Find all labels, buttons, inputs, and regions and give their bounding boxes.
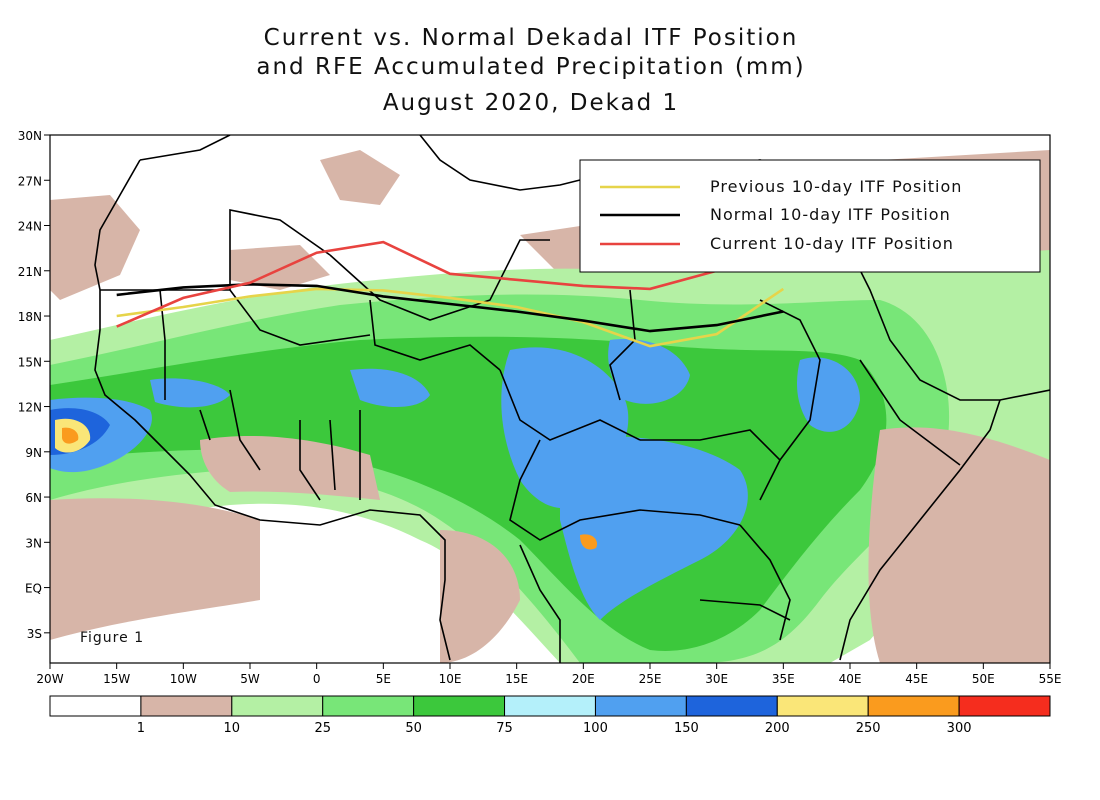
itf-line-previous	[116, 287, 785, 348]
lon-tick-label: 55E	[1039, 672, 1062, 686]
ocean-dry	[50, 498, 260, 640]
lon-tick-label: 5E	[376, 672, 391, 686]
colorbar-label: 50	[405, 721, 422, 736]
colorbar-label: 75	[496, 721, 513, 736]
colorbar-swatch	[958, 695, 1051, 717]
colorbar-label: 250	[856, 721, 881, 736]
legend-label-normal: Normal 10-day ITF Position	[710, 205, 951, 224]
lat-tick-label: 27N	[18, 174, 42, 188]
itf-legend: Previous 10-day ITF Position Normal 10-d…	[579, 159, 1041, 273]
itf-line-current	[116, 240, 784, 328]
colorbar-swatch	[231, 695, 324, 717]
colorbar-swatch	[776, 695, 869, 717]
heavy-rain-core	[350, 368, 430, 407]
legend-label-current: Current 10-day ITF Position	[710, 234, 954, 253]
lon-tick-label: 0	[313, 672, 321, 686]
colorbar-swatch	[413, 695, 506, 717]
lon-tick-label: 45E	[905, 672, 928, 686]
figure-label: Figure 1	[80, 630, 144, 646]
lon-tick-label: 35E	[772, 672, 795, 686]
lon-tick-label: 5W	[240, 672, 260, 686]
lon-tick-label: 10E	[439, 672, 462, 686]
lat-tick-label: 18N	[18, 310, 42, 324]
dry-patch	[320, 150, 400, 205]
lon-tick-label: 30E	[705, 672, 728, 686]
heavy-rain-core	[560, 436, 748, 620]
lon-tick-label: 15E	[505, 672, 528, 686]
precipitation-colorbar: 1 10 25 50 75 100 150 200 250 300	[49, 695, 1051, 736]
lon-tick-label: 25E	[639, 672, 662, 686]
legend-label-previous: Previous 10-day ITF Position	[710, 177, 962, 196]
extreme-rain-core	[580, 534, 598, 550]
colorbar-swatch	[49, 695, 142, 717]
extreme-rain-core	[62, 427, 79, 444]
colorbar-label: 300	[947, 721, 972, 736]
lon-tick-label: 20E	[572, 672, 595, 686]
colorbar-swatch	[594, 695, 687, 717]
lat-tick-label: 24N	[18, 220, 42, 234]
colorbar-label: 1	[137, 721, 145, 736]
colorbar-label: 10	[224, 721, 241, 736]
precip-fill	[50, 150, 1050, 663]
colorbar-label: 150	[674, 721, 699, 736]
chart-title-line2: and RFE Accumulated Precipitation (mm)	[256, 54, 806, 80]
colorbar-swatch	[685, 695, 778, 717]
lat-tick-label: EQ	[25, 582, 42, 596]
dry-patch	[230, 245, 330, 290]
colorbar-swatch	[140, 695, 233, 717]
colorbar-label: 200	[765, 721, 790, 736]
chart-subtitle: August 2020, Dekad 1	[382, 90, 680, 116]
dry-patch	[50, 195, 140, 300]
dry-patch	[868, 427, 1050, 663]
heavy-rain-core	[608, 339, 690, 404]
lat-tick-label: 12N	[18, 401, 42, 415]
lon-tick-label: 50E	[972, 672, 995, 686]
longitude-axis: 20W 15W 10W 5W 0 5E 10E 15E 20E 25E 30E 35E 40E 45E 50…	[36, 663, 1061, 686]
lat-tick-label: 15N	[18, 355, 42, 369]
dry-patch	[440, 530, 520, 663]
lat-tick-label: 9N	[25, 446, 42, 460]
lat-tick-label: 3N	[25, 536, 42, 550]
lon-tick-label: 40E	[839, 672, 862, 686]
colorbar-label: 25	[314, 721, 331, 736]
chart-title-line1: Current vs. Normal Dekadal ITF Position	[263, 25, 799, 51]
heavy-rain-core	[150, 378, 230, 408]
lat-tick-label: 21N	[18, 265, 42, 279]
map-frame	[49, 134, 1051, 664]
rain-belt-dark	[50, 336, 887, 651]
itf-line-normal	[116, 282, 784, 333]
lat-tick-label: 6N	[25, 491, 42, 505]
itf-lines	[116, 240, 785, 348]
lon-tick-label: 10W	[170, 672, 197, 686]
colorbar-label: 100	[583, 721, 608, 736]
colorbar-swatch	[867, 695, 960, 717]
lon-tick-label: 20W	[36, 672, 63, 686]
latitude-axis: 30N 27N 24N 21N 18N 15N 12N 9N 6N 3N EQ 3S	[18, 129, 50, 641]
lat-tick-label: 30N	[18, 129, 42, 143]
heavy-rain-core	[797, 357, 860, 432]
colorbar-swatch	[504, 695, 596, 717]
lon-tick-label: 15W	[103, 672, 130, 686]
colorbar-swatch	[322, 695, 415, 717]
lat-tick-label: 3S	[27, 627, 42, 641]
